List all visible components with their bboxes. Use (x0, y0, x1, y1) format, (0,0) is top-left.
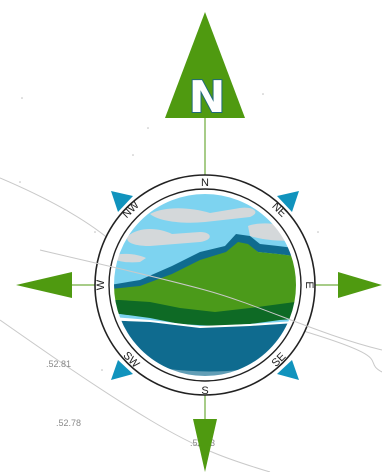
cloud (127, 229, 210, 246)
se-marker-icon (277, 360, 299, 380)
map-dot (262, 93, 264, 95)
map-label-2: .52.78 (56, 418, 81, 428)
sw-marker-icon (111, 360, 133, 380)
south-arrow-icon (193, 419, 217, 472)
land (113, 242, 297, 314)
map-label-1: .52.81 (46, 359, 71, 369)
map-dot (94, 231, 96, 233)
map-dot (101, 369, 103, 371)
map-dot (132, 154, 134, 156)
map-dots (19, 93, 319, 441)
diagonal-markers (111, 191, 299, 380)
emblem-border (112, 192, 298, 378)
north-arrow-shape (165, 12, 245, 118)
clouds (113, 207, 296, 263)
north-badge: N (189, 72, 226, 123)
label-e: E (303, 281, 315, 288)
map-dot (21, 97, 23, 99)
mountain-outline (113, 234, 297, 292)
west-arrow-icon (16, 272, 72, 298)
north-arrow-icon: N (165, 12, 245, 124)
shoreline (113, 300, 297, 326)
label-n: N (201, 177, 209, 189)
map-dot (317, 231, 319, 233)
water-highlight (118, 356, 240, 377)
map-dot (147, 127, 149, 129)
compass-connectors (72, 118, 338, 420)
map-dot (19, 181, 21, 183)
label-s: S (201, 385, 208, 397)
cloud (150, 207, 256, 223)
east-arrow-icon (338, 272, 382, 298)
nw-marker-icon (111, 191, 133, 212)
cloud (113, 253, 146, 263)
road-line (39, 249, 382, 351)
contour-line (0, 319, 271, 472)
ne-marker-icon (277, 191, 299, 212)
label-w: W (95, 279, 107, 290)
